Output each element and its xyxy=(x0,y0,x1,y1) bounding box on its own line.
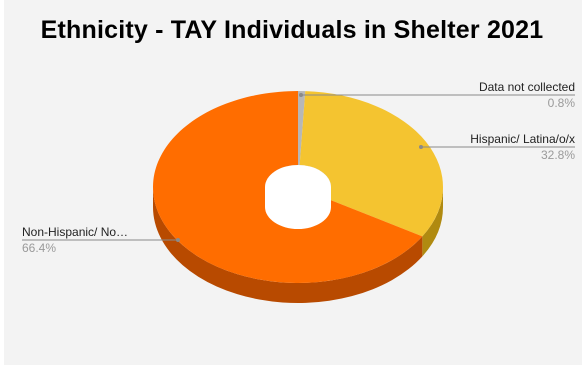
donut-3d-sides xyxy=(153,187,443,303)
chart-title: Ethnicity - TAY Individuals in Shelter 2… xyxy=(40,16,544,44)
leader-dot xyxy=(419,145,423,149)
leader-dot xyxy=(176,238,180,242)
percent-data-not-collected: 0.8% xyxy=(548,96,576,110)
slice-non-hispanic-no[interactable] xyxy=(152,91,423,283)
slice-labels: Data not collected 0.8% Hispanic/ Latina/o… xyxy=(22,80,575,255)
label-hispanic-latina-o-x: Hispanic/ Latina/o/x xyxy=(470,132,575,146)
percent-hispanic-latina-o-x: 32.8% xyxy=(541,148,575,162)
label-data-not-collected: Data not collected xyxy=(479,80,575,94)
slice-hispanic-latina-o-x[interactable] xyxy=(299,91,444,237)
slice-side xyxy=(422,187,443,257)
slice-data-not-collected[interactable] xyxy=(298,91,306,166)
leader-dot xyxy=(299,93,303,97)
donut-slices xyxy=(152,91,444,283)
donut-hole xyxy=(265,165,331,229)
slice-side xyxy=(153,187,423,303)
label-non-hispanic-no: Non-Hispanic/ No… xyxy=(22,225,128,239)
percent-non-hispanic-no: 66.4% xyxy=(22,241,56,255)
